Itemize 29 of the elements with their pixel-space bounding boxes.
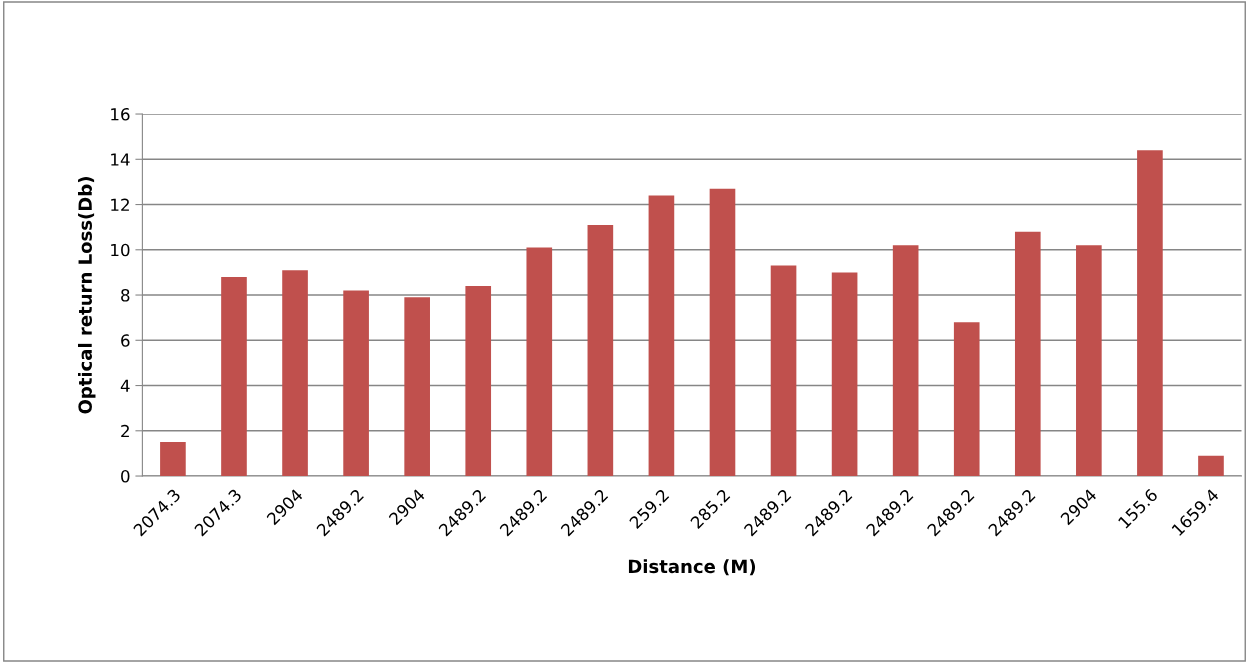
- bar: [160, 442, 186, 477]
- bar: [526, 247, 553, 477]
- y-tick-label: 16: [111, 108, 130, 121]
- y-axis-title: Optical return Loss(Db): [78, 177, 96, 414]
- bar: [1076, 245, 1102, 477]
- bar: [648, 195, 675, 477]
- bar: [221, 276, 247, 477]
- bar: [709, 188, 736, 477]
- bar: [404, 297, 430, 477]
- bar: [892, 245, 919, 477]
- bar: [953, 322, 980, 477]
- bar: [465, 285, 492, 477]
- x-axis-title: Distance (M): [628, 559, 756, 576]
- bar: [831, 272, 858, 477]
- y-tick-label: 4: [120, 379, 130, 392]
- y-tick-label: 14: [111, 153, 130, 166]
- y-tick-label: 2: [121, 424, 129, 438]
- bar: [343, 290, 369, 477]
- bar: [1198, 455, 1224, 477]
- y-tick-label: 0: [121, 470, 130, 483]
- bar: [770, 265, 797, 477]
- bar: [282, 270, 308, 477]
- y-tick-label: 12: [111, 198, 129, 211]
- bar: [1137, 150, 1163, 477]
- bar: [587, 224, 614, 477]
- y-tick-label: 10: [111, 243, 130, 257]
- y-tick-label: 8: [121, 289, 130, 302]
- y-tick-label: 6: [121, 334, 130, 347]
- bar: [1014, 231, 1041, 477]
